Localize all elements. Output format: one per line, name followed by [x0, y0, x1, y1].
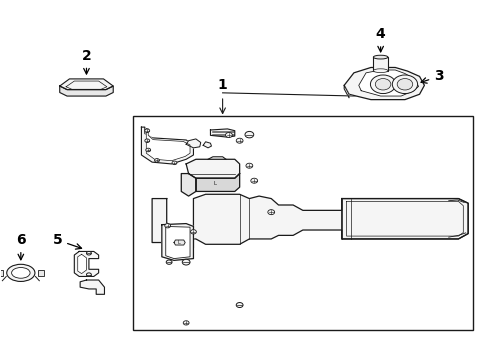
Circle shape: [145, 148, 150, 152]
Circle shape: [164, 224, 170, 228]
Polygon shape: [74, 251, 99, 276]
Polygon shape: [174, 240, 185, 245]
Ellipse shape: [372, 69, 387, 73]
Polygon shape: [152, 194, 467, 248]
Circle shape: [154, 158, 159, 162]
Circle shape: [183, 321, 189, 325]
Polygon shape: [60, 86, 113, 96]
Text: 1: 1: [217, 78, 227, 93]
Text: L: L: [213, 181, 216, 186]
Polygon shape: [186, 139, 201, 148]
Circle shape: [86, 273, 91, 276]
Circle shape: [86, 251, 91, 255]
Circle shape: [374, 78, 390, 90]
Text: L: L: [178, 240, 181, 245]
Circle shape: [166, 260, 172, 264]
Polygon shape: [181, 174, 196, 196]
Circle shape: [144, 139, 149, 143]
Circle shape: [370, 75, 395, 94]
Ellipse shape: [7, 264, 35, 282]
Circle shape: [396, 78, 412, 90]
Polygon shape: [186, 159, 239, 178]
Circle shape: [244, 131, 253, 138]
Bar: [38, 270, 44, 276]
Text: 4: 4: [375, 27, 385, 52]
Circle shape: [172, 161, 177, 165]
Polygon shape: [203, 142, 211, 148]
Polygon shape: [196, 174, 239, 192]
Polygon shape: [162, 224, 193, 260]
Circle shape: [144, 129, 149, 132]
Polygon shape: [146, 129, 190, 161]
Polygon shape: [341, 199, 467, 239]
Polygon shape: [344, 85, 348, 98]
Polygon shape: [60, 79, 113, 90]
Bar: [0, 270, 3, 276]
Bar: [372, 57, 387, 71]
Circle shape: [236, 302, 243, 307]
Text: 2: 2: [81, 49, 91, 74]
Polygon shape: [210, 129, 234, 137]
Polygon shape: [78, 254, 86, 274]
Ellipse shape: [372, 55, 387, 59]
Circle shape: [391, 75, 417, 94]
Circle shape: [182, 259, 190, 265]
Text: 5: 5: [52, 233, 81, 249]
Polygon shape: [80, 280, 104, 294]
Text: 3: 3: [420, 69, 443, 84]
Circle shape: [245, 163, 252, 168]
Ellipse shape: [12, 267, 30, 278]
Polygon shape: [165, 226, 190, 258]
Circle shape: [225, 132, 232, 138]
Circle shape: [267, 210, 274, 215]
Circle shape: [190, 230, 196, 234]
Circle shape: [250, 178, 257, 183]
Text: 6: 6: [16, 233, 25, 260]
Bar: [132, 116, 472, 330]
Polygon shape: [344, 67, 424, 100]
Polygon shape: [141, 127, 193, 164]
Circle shape: [236, 138, 243, 143]
Polygon shape: [358, 70, 418, 96]
